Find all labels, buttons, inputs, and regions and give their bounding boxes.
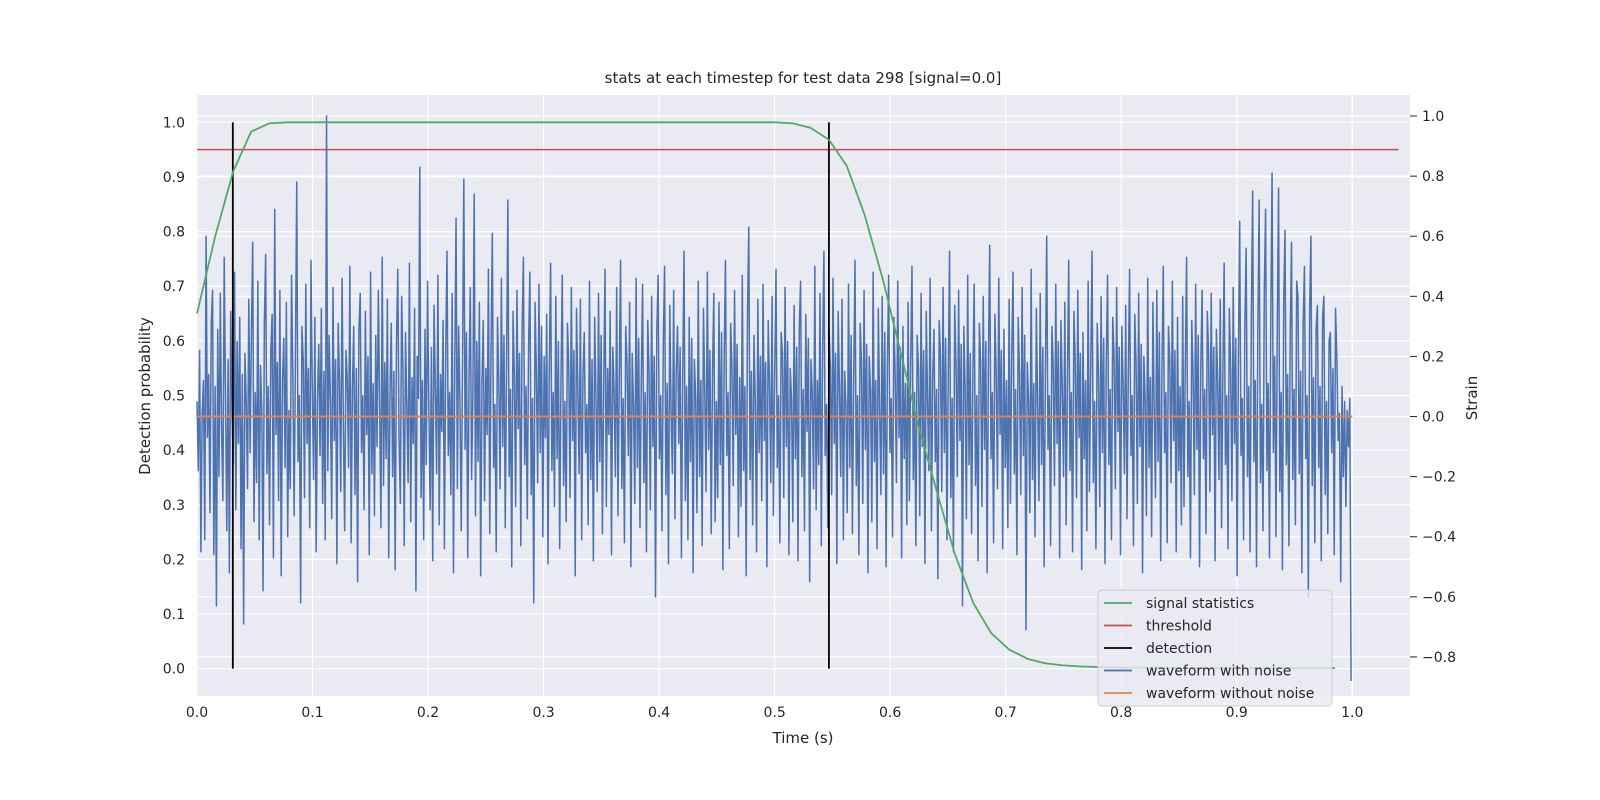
- y-right-axis-label: Strain: [1463, 376, 1481, 420]
- x-tick-label: 0.1: [301, 705, 323, 721]
- y-left-tick-label: 0.5: [163, 389, 185, 405]
- y-right-tick-label: 1.0: [1422, 109, 1444, 125]
- y-left-axis-label: Detection probability: [136, 317, 154, 475]
- x-tick-label: 1.0: [1341, 705, 1363, 721]
- y-left-tick-label: 0.4: [163, 443, 185, 459]
- chart-title: stats at each timestep for test data 298…: [605, 69, 1002, 87]
- x-tick-label: 0.4: [648, 705, 670, 721]
- x-tick-label: 0.7: [995, 705, 1017, 721]
- x-tick-label: 0.8: [1110, 705, 1132, 721]
- y-right-tick-label: −0.4: [1422, 530, 1456, 546]
- y-left-tick-label: 0.9: [163, 170, 185, 186]
- x-tick-label: 0.3: [532, 705, 554, 721]
- x-tick-label: 0.5: [763, 705, 785, 721]
- y-left-tick-label: 1.0: [163, 115, 185, 131]
- legend-label: waveform with noise: [1146, 664, 1291, 680]
- x-axis-ticks: 0.0 0.1 0.2 0.3 0.4 0.5 0.6 0.7 0.8 0.9 1.0: [186, 705, 1364, 721]
- y-right-tick-label: 0.2: [1422, 349, 1444, 365]
- y-right-tick-label: 0.4: [1422, 289, 1444, 305]
- x-axis-label: Time (s): [772, 729, 834, 747]
- y-right-tick-label: 0.0: [1422, 410, 1444, 426]
- y-right-tick-label: 0.6: [1422, 229, 1444, 245]
- legend-label: signal statistics: [1146, 596, 1254, 612]
- legend-label: detection: [1146, 641, 1212, 657]
- y-left-tick-label: 0.8: [163, 225, 185, 241]
- y-left-axis-ticks: 0.0 0.1 0.2 0.3 0.4 0.5 0.6 0.7 0.8 0.9 1.0: [163, 115, 185, 677]
- y-left-tick-label: 0.0: [163, 662, 185, 678]
- legend-label: waveform without noise: [1146, 686, 1314, 702]
- y-right-tick-label: −0.8: [1422, 650, 1456, 666]
- x-tick-label: 0.6: [879, 705, 901, 721]
- y-right-tick-label: 0.8: [1422, 169, 1444, 185]
- y-right-axis-ticks: −0.8 −0.6 −0.4 −0.2 0.0 0.2 0.4 0.6 0.8 1.0: [1410, 109, 1456, 666]
- y-left-tick-label: 0.7: [163, 279, 185, 295]
- series-layer: [196, 115, 1399, 681]
- y-right-tick-label: −0.2: [1422, 470, 1456, 486]
- y-left-tick-label: 0.1: [163, 607, 185, 623]
- x-tick-label: 0.2: [417, 705, 439, 721]
- waveform-with-noise-line: [196, 115, 1352, 681]
- legend-label: threshold: [1146, 619, 1212, 635]
- signal-statistics-line: [196, 121, 1335, 670]
- legend: signal statistics threshold detection wavef…: [1097, 589, 1333, 707]
- y-left-tick-label: 0.3: [163, 498, 185, 514]
- legend-box: [1097, 589, 1333, 707]
- x-tick-label: 0.9: [1226, 705, 1248, 721]
- x-tick-label: 0.0: [186, 705, 208, 721]
- y-right-tick-label: −0.6: [1422, 590, 1456, 606]
- y-left-tick-label: 0.6: [163, 334, 185, 350]
- y-left-tick-label: 0.2: [163, 552, 185, 568]
